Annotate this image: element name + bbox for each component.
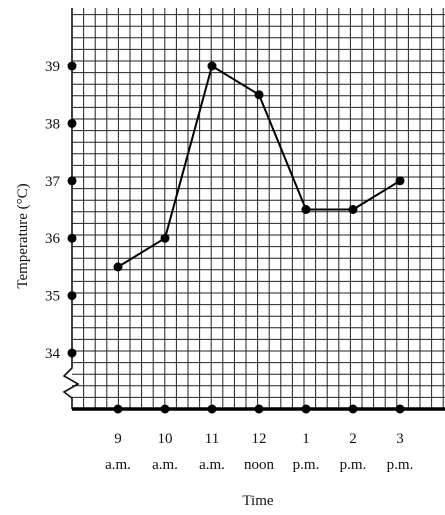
x-tick-label-bottom: p.m.	[387, 457, 414, 473]
data-point	[348, 205, 358, 214]
x-axis-label: Time	[242, 493, 273, 509]
x-tick-dot	[254, 404, 264, 414]
axes: 34 35 36 37 38 39 9 a.m. 10 a.m. 11 a.m. 12 noon 1 p.m.…	[45, 8, 445, 473]
grid	[72, 8, 445, 409]
y-tick-dot	[67, 291, 77, 301]
x-tick-label-bottom: a.m.	[199, 457, 225, 473]
x-tick-label-bottom: p.m.	[340, 457, 367, 473]
labels-layer: Temperature (°C) Time	[15, 183, 274, 509]
y-tick-label: 36	[45, 231, 61, 247]
y-tick-label: 39	[45, 59, 60, 75]
x-tick-dot	[113, 404, 123, 414]
x-tick-dot	[348, 404, 358, 414]
data-point	[207, 61, 217, 71]
x-tick-label-bottom: noon	[244, 457, 275, 473]
x-tick-label-top: 2	[349, 431, 357, 447]
y-tick-label: 37	[45, 174, 61, 190]
data-point	[160, 233, 170, 243]
x-tick-label-bottom: a.m.	[152, 457, 178, 473]
x-tick-label-top: 9	[114, 431, 122, 447]
x-tick-dot	[160, 404, 170, 414]
x-tick-label-top: 10	[158, 431, 173, 447]
data-point	[395, 176, 405, 186]
y-tick-dot	[67, 348, 77, 358]
x-tick-dot	[207, 404, 217, 414]
axis-break-mark	[62, 362, 80, 409]
x-tick-label-bottom: p.m.	[293, 457, 320, 473]
y-axis-label: Temperature (°C)	[15, 183, 31, 288]
y-tick-dot	[67, 233, 77, 243]
series-layer	[113, 61, 405, 272]
y-tick-label: 34	[45, 346, 61, 362]
x-tick-label-top: 3	[396, 431, 404, 447]
x-tick-label-top: 1	[302, 431, 310, 447]
data-point	[254, 90, 264, 100]
y-tick-dot	[67, 176, 77, 186]
y-tick-label: 38	[45, 116, 60, 132]
x-tick-label-top: 12	[252, 431, 267, 447]
y-tick-dot	[67, 61, 77, 71]
x-tick-label-top: 11	[205, 431, 219, 447]
data-point	[301, 205, 311, 214]
data-point	[113, 262, 123, 272]
x-tick-dot	[301, 404, 311, 414]
x-tick-label-bottom: a.m.	[105, 457, 131, 473]
y-tick-dot	[67, 118, 77, 128]
x-tick-dot	[395, 404, 405, 414]
y-tick-label: 35	[45, 289, 60, 305]
